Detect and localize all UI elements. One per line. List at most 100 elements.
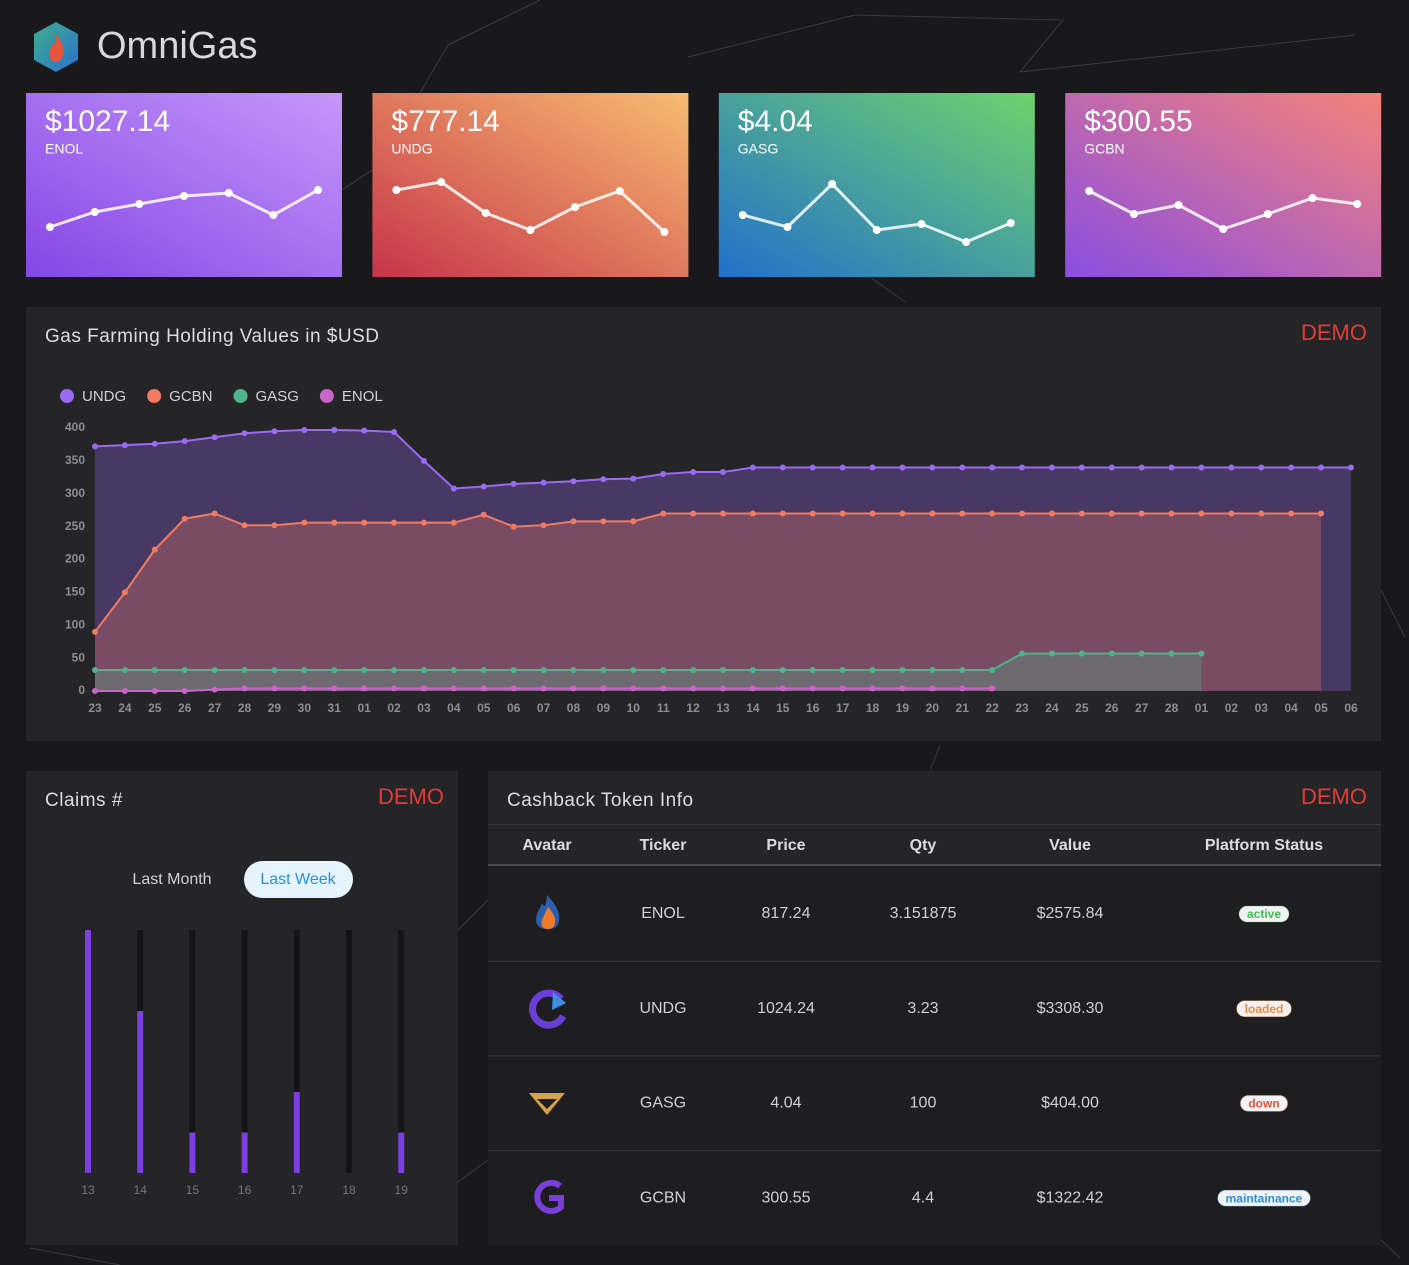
card-value: $777.14 [391, 105, 499, 138]
series-point [600, 476, 607, 483]
y-tick-label: 250 [65, 519, 85, 533]
x-tick-label: 24 [118, 701, 132, 715]
x-tick-label: 02 [387, 701, 401, 715]
status-badge [1238, 905, 1290, 923]
series-point [630, 685, 637, 692]
series-point [92, 443, 98, 450]
series-point [121, 589, 128, 596]
series-point [181, 515, 188, 522]
series-point [660, 510, 667, 517]
bar-track [398, 930, 405, 1173]
x-tick-label: 27 [208, 701, 222, 715]
bar-track [293, 930, 300, 1173]
demo-badge: DEMO [1301, 320, 1367, 345]
card-value: $300.55 [1084, 105, 1192, 138]
toggle-button[interactable]: Last Month [132, 871, 211, 888]
series-point [181, 688, 188, 694]
x-tick-label: 03 [1255, 701, 1269, 715]
x-tick-label: 27 [1135, 701, 1149, 715]
series-point [1078, 510, 1085, 517]
series-point [570, 478, 577, 485]
x-tick-label: 15 [776, 701, 790, 715]
series-point [510, 685, 517, 692]
legend-swatch [147, 389, 162, 403]
series-point [1138, 510, 1145, 517]
series-point [600, 518, 607, 525]
table-cell: GCBN [640, 1189, 686, 1206]
toggle-button-bg[interactable] [244, 861, 353, 898]
table-cell: UNDG [639, 1000, 686, 1017]
sparkline-point [437, 178, 446, 186]
sparkline-point [872, 226, 881, 234]
y-tick-label: 50 [72, 650, 86, 664]
chart-title: Gas Farming Holding Values in $USD [45, 326, 380, 347]
series-point [450, 485, 457, 492]
series-point [899, 464, 906, 471]
status-badge [1236, 1000, 1292, 1018]
series-point [301, 685, 308, 692]
series-point [660, 685, 667, 692]
status-label: maintainance [1226, 1191, 1303, 1205]
x-tick-label: 28 [1165, 701, 1179, 715]
series-point [1198, 650, 1205, 657]
table-cell: 4.04 [770, 1095, 801, 1112]
series-point [301, 426, 308, 433]
demo-badge: DEMO [378, 784, 444, 809]
series-point [271, 428, 278, 435]
table-cell: $3308.30 [1037, 1000, 1104, 1017]
legend-swatch [60, 389, 74, 403]
series-area [95, 429, 1351, 691]
series-point [92, 628, 98, 635]
x-tick-label: 13 [81, 1183, 95, 1197]
y-tick-label: 150 [65, 585, 85, 599]
series-point [1108, 464, 1115, 471]
series-point [690, 510, 697, 517]
legend-label: ENOL [342, 388, 383, 405]
sparkline-point [526, 226, 535, 234]
series-point [211, 686, 218, 693]
series-point [1288, 510, 1295, 517]
series-point [1019, 650, 1026, 657]
sparkline-point [46, 223, 54, 231]
series-point [211, 666, 218, 673]
series-point [241, 430, 248, 437]
bar [241, 1132, 248, 1173]
series-point [1168, 510, 1175, 517]
y-tick-label: 200 [65, 552, 85, 566]
series-point [959, 510, 966, 517]
y-tick-label: 0 [78, 683, 85, 697]
card-value: $1027.14 [45, 105, 170, 138]
x-tick-label: 15 [186, 1183, 200, 1197]
series-point [420, 666, 427, 673]
x-tick-label: 30 [298, 701, 312, 715]
series-point [361, 427, 368, 434]
series-point [1258, 510, 1265, 517]
series-point [1228, 510, 1235, 517]
x-tick-label: 21 [956, 701, 970, 715]
series-point [1078, 464, 1085, 471]
x-tick-label: 16 [238, 1183, 252, 1197]
bar-track [189, 930, 196, 1173]
series-point [420, 519, 427, 526]
series-point [1168, 650, 1175, 657]
series-point [1019, 510, 1026, 517]
toggle-button[interactable]: Last Week [260, 871, 336, 888]
x-tick-label: 01 [357, 701, 371, 715]
series-point [749, 510, 756, 517]
legend-label: GASG [256, 388, 299, 405]
x-tick-label: 01 [1195, 701, 1209, 715]
x-tick-label: 17 [836, 701, 850, 715]
legend-label: UNDG [82, 388, 126, 405]
series-point [720, 685, 726, 692]
bar [398, 1132, 405, 1173]
x-tick-label: 20 [926, 701, 940, 715]
table-cell: $1322.42 [1037, 1189, 1104, 1206]
series-point [749, 464, 756, 471]
series-area [95, 653, 1202, 691]
series-point [1078, 650, 1085, 657]
holdings-panel [26, 307, 1381, 741]
x-tick-label: 08 [567, 701, 581, 715]
status-label: loaded [1245, 1002, 1284, 1016]
background-network [29, 0, 1406, 1265]
series-point [361, 519, 368, 526]
